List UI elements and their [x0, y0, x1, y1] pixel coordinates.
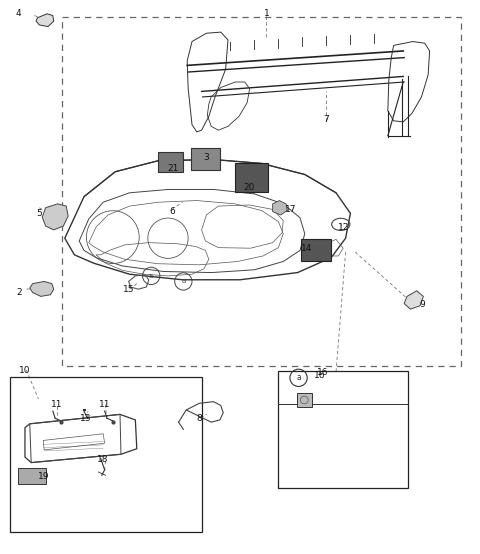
Text: 7: 7	[324, 115, 329, 124]
Bar	[297, 393, 312, 407]
Bar	[278, 371, 408, 488]
Bar	[191, 148, 220, 170]
Text: 9: 9	[420, 300, 425, 309]
Text: 16: 16	[317, 368, 328, 377]
Text: 20: 20	[243, 183, 254, 192]
Text: 6: 6	[169, 207, 175, 216]
Text: 11: 11	[51, 400, 62, 409]
Text: 16: 16	[314, 371, 326, 380]
Bar	[10, 377, 202, 532]
Text: 4: 4	[15, 9, 21, 18]
Polygon shape	[404, 291, 423, 309]
Text: 8: 8	[196, 414, 202, 423]
Text: 5: 5	[36, 209, 42, 218]
Text: 10: 10	[19, 366, 31, 375]
Text: a: a	[149, 273, 153, 279]
Text: a: a	[181, 279, 185, 284]
Bar	[235, 163, 268, 192]
Text: 2: 2	[16, 288, 22, 297]
Text: 17: 17	[285, 205, 296, 214]
Bar	[301, 239, 331, 261]
Text: 19: 19	[38, 472, 50, 481]
Text: 21: 21	[167, 165, 179, 173]
Polygon shape	[273, 201, 287, 215]
Text: 1: 1	[264, 9, 269, 18]
Bar	[158, 152, 183, 172]
Text: 13: 13	[80, 414, 91, 423]
Text: 12: 12	[337, 223, 349, 232]
Text: a: a	[296, 373, 301, 382]
Polygon shape	[30, 281, 54, 296]
Bar	[62, 17, 461, 366]
Text: 11: 11	[99, 400, 110, 409]
Polygon shape	[42, 204, 68, 230]
Text: 14: 14	[300, 244, 312, 253]
Text: 15: 15	[123, 285, 134, 294]
Text: 3: 3	[204, 153, 209, 162]
Bar	[18, 468, 46, 484]
Text: 18: 18	[97, 455, 109, 464]
Polygon shape	[36, 14, 54, 27]
